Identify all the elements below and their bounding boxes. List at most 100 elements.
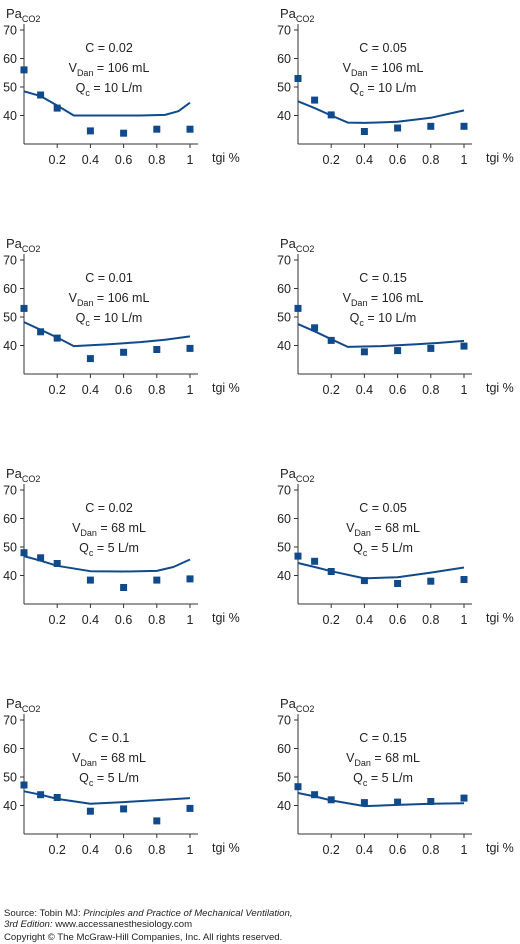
x-tick-label: 0.8	[422, 383, 439, 397]
panel-2: PaCO2 40 50 60 70 0.2 0.4 0.6 0.8 1 tgi % C = 0.05 V…	[277, 6, 514, 167]
data-point	[186, 804, 194, 812]
y-axis-label: PaCO2	[6, 696, 40, 714]
x-tick-label: 0.6	[115, 153, 132, 167]
data-point	[120, 348, 128, 356]
data-point	[20, 781, 28, 789]
x-axis-label: tgi %	[486, 381, 514, 395]
data-point	[327, 796, 335, 804]
annotation-c: C = 0.15	[359, 731, 407, 745]
annotation-vd: VDan = 68 mL	[346, 751, 420, 768]
model-line	[23, 790, 191, 805]
data-point	[294, 304, 302, 312]
y-tick-label: 50	[3, 541, 17, 555]
annotation-qc: Qc = 10 L/m	[350, 311, 417, 328]
annotation-vd: VDan = 106 mL	[69, 291, 150, 308]
x-tick-label: 0.6	[389, 843, 406, 857]
data-point	[327, 111, 335, 119]
x-tick-label: 0.2	[323, 613, 340, 627]
y-axis-label: PaCO2	[280, 466, 314, 484]
annotation-c: C = 0.05	[359, 501, 407, 515]
x-tick-label: 0.2	[323, 383, 340, 397]
x-tick-label: 0.6	[389, 613, 406, 627]
model-line	[297, 100, 465, 124]
x-tick-label: 0.8	[148, 613, 165, 627]
y-axis-label: PaCO2	[280, 6, 314, 24]
data-point	[311, 557, 319, 565]
data-point	[153, 125, 161, 133]
panel-4: PaCO2 40 50 60 70 0.2 0.4 0.6 0.8 1 tgi % C = 0.15 V…	[277, 236, 514, 397]
x-tick-label: 0.2	[49, 843, 66, 857]
y-tick-label: 50	[277, 771, 291, 785]
annotation-vd: VDan = 106 mL	[69, 61, 150, 78]
x-axis-label: tgi %	[486, 611, 514, 625]
x-tick-label: 0.8	[422, 613, 439, 627]
y-tick-label: 50	[3, 771, 17, 785]
y-tick-label: 40	[3, 339, 17, 353]
panel-1: PaCO2 40 50 60 70 0.2 0.4 0.6 0.8 1 tgi % C = 0.02 V…	[3, 6, 240, 167]
data-point	[394, 347, 402, 355]
annotation-c: C = 0.02	[85, 41, 133, 55]
edition-line: 3rd Edition: www.accessanesthesiology.co…	[4, 919, 192, 930]
x-tick-label: 0.4	[82, 843, 99, 857]
data-point	[311, 96, 319, 104]
annotation-qc: Qc = 10 L/m	[76, 81, 143, 98]
data-point	[460, 342, 468, 350]
x-tick-label: 0.8	[422, 843, 439, 857]
y-tick-label: 50	[277, 541, 291, 555]
y-tick-label: 70	[3, 714, 17, 728]
y-tick-label: 40	[3, 799, 17, 813]
y-tick-label: 50	[277, 311, 291, 325]
data-point	[53, 560, 61, 567]
data-point	[86, 127, 94, 135]
source-prefix: Source: Tobin MJ:	[4, 908, 84, 919]
data-point	[327, 336, 335, 344]
data-point	[427, 798, 435, 805]
y-tick-label: 60	[3, 52, 17, 66]
model-line	[23, 321, 191, 348]
data-point	[20, 304, 28, 312]
x-tick-label: 1	[187, 613, 194, 627]
x-tick-label: 1	[461, 153, 468, 167]
x-tick-label: 0.4	[82, 613, 99, 627]
annotation-vd: VDan = 68 mL	[72, 521, 146, 538]
y-tick-label: 70	[3, 24, 17, 38]
annotation-vd: VDan = 106 mL	[343, 61, 424, 78]
source-line: Source: Tobin MJ: Principles and Practic…	[4, 908, 293, 919]
annotation-vd: VDan = 106 mL	[343, 291, 424, 308]
y-tick-label: 60	[3, 742, 17, 756]
x-tick-label: 1	[461, 613, 468, 627]
annotation-c: C = 0.15	[359, 271, 407, 285]
data-point	[327, 568, 335, 575]
x-tick-label: 0.4	[356, 843, 373, 857]
annotation-qc: Qc = 10 L/m	[350, 81, 417, 98]
y-tick-label: 60	[3, 282, 17, 296]
y-tick-label: 40	[277, 339, 291, 353]
y-tick-label: 40	[277, 569, 291, 583]
model-line	[23, 555, 191, 573]
x-axis-label: tgi %	[212, 841, 240, 855]
data-point	[360, 128, 368, 135]
data-point	[20, 549, 28, 557]
panel-7: PaCO2 40 50 60 70 0.2 0.4 0.6 0.8 1 tgi % C = 0.1 VD…	[3, 696, 240, 857]
x-tick-label: 0.8	[148, 843, 165, 857]
data-point	[120, 129, 128, 137]
data-point	[186, 575, 194, 583]
annotation-qc: Qc = 5 L/m	[79, 771, 139, 788]
data-point	[294, 783, 302, 791]
data-point	[294, 552, 302, 560]
y-tick-label: 60	[277, 52, 291, 66]
annotation-qc: Qc = 5 L/m	[79, 541, 139, 558]
annotation-vd: VDan = 68 mL	[346, 521, 420, 538]
data-point	[360, 348, 368, 356]
x-tick-label: 0.8	[148, 383, 165, 397]
copyright: Copyright © The McGraw-Hill Companies, I…	[4, 932, 283, 943]
x-tick-label: 0.4	[356, 383, 373, 397]
data-point	[311, 324, 319, 332]
model-line	[297, 323, 465, 348]
y-tick-label: 60	[277, 742, 291, 756]
annotation-c: C = 0.05	[359, 41, 407, 55]
panel-6: PaCO2 40 50 60 70 0.2 0.4 0.6 0.8 1 tgi % C = 0.05 V…	[277, 466, 514, 627]
data-point	[37, 91, 45, 99]
x-tick-label: 0.2	[49, 383, 66, 397]
